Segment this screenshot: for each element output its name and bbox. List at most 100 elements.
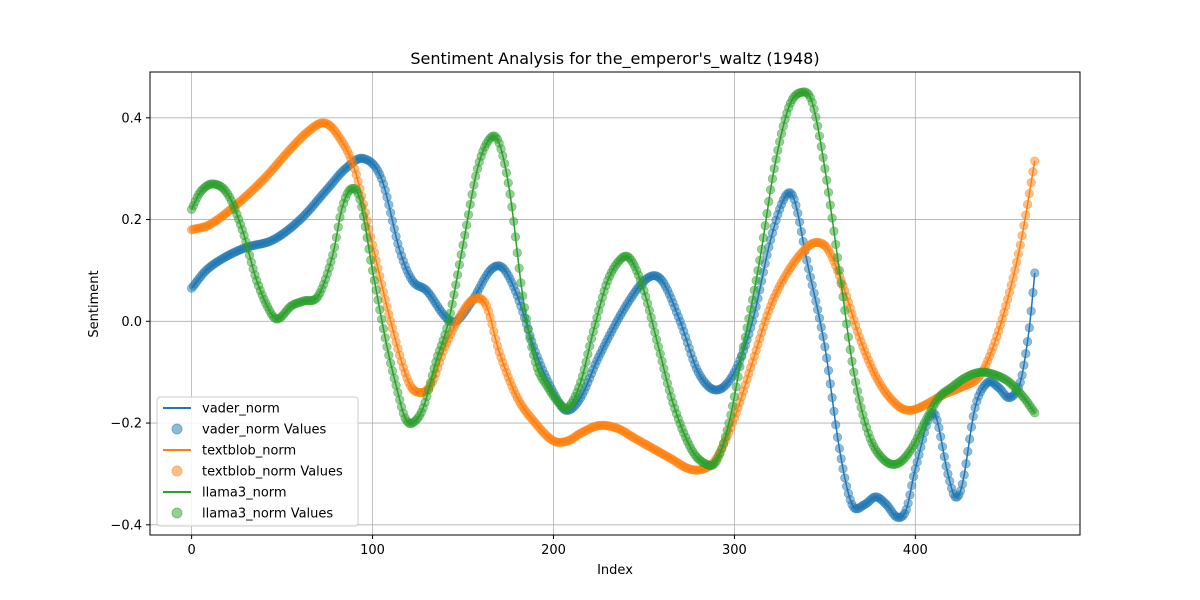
data-point xyxy=(467,189,477,200)
data-point xyxy=(829,406,839,416)
y-tick-label: 0.2 xyxy=(121,213,142,228)
legend-marker-swatch xyxy=(171,507,183,519)
data-point xyxy=(501,168,512,178)
data-point xyxy=(767,174,778,184)
data-point xyxy=(965,434,975,444)
data-point xyxy=(329,242,340,252)
data-point xyxy=(452,270,463,280)
data-point xyxy=(959,470,969,480)
data-point xyxy=(811,112,821,122)
x-tick-label: 200 xyxy=(541,543,566,558)
data-point xyxy=(465,199,475,210)
data-point xyxy=(820,342,830,352)
data-point xyxy=(1022,337,1033,347)
data-point xyxy=(377,314,387,324)
x-tick-label: 0 xyxy=(187,543,195,558)
data-point xyxy=(382,342,392,352)
data-point xyxy=(903,498,913,508)
data-point xyxy=(816,322,826,332)
data-point xyxy=(832,432,843,442)
data-point xyxy=(507,202,517,212)
data-point xyxy=(807,280,817,290)
data-point xyxy=(1010,265,1020,275)
legend-box xyxy=(156,396,359,527)
data-point xyxy=(765,185,776,195)
data-point xyxy=(746,304,756,314)
data-point xyxy=(823,365,834,376)
data-point xyxy=(849,367,859,377)
data-point xyxy=(357,202,367,212)
data-point xyxy=(936,432,946,442)
data-point xyxy=(755,255,765,265)
data-point xyxy=(510,232,521,242)
data-point xyxy=(585,341,595,351)
data-point xyxy=(957,479,967,489)
data-point xyxy=(831,239,841,250)
data-point xyxy=(463,210,474,220)
data-point xyxy=(937,442,948,452)
data-point xyxy=(454,260,465,270)
data-point xyxy=(809,104,819,114)
legend-label: textblob_norm xyxy=(202,444,296,459)
data-point xyxy=(834,265,844,276)
data-point xyxy=(829,226,839,236)
data-point xyxy=(776,129,787,139)
data-point xyxy=(380,333,390,343)
data-point xyxy=(813,304,823,315)
data-point xyxy=(366,255,376,265)
data-point xyxy=(838,292,848,302)
legend-label: vader_norm xyxy=(202,402,280,417)
data-point xyxy=(1024,323,1034,333)
data-point xyxy=(386,358,396,368)
data-point xyxy=(840,305,850,315)
data-point xyxy=(814,313,825,323)
data-point xyxy=(521,313,531,324)
series-llama3-norm xyxy=(187,87,1040,471)
x-tick-label: 400 xyxy=(903,543,928,558)
data-point xyxy=(762,208,772,219)
legend-marker-swatch xyxy=(171,423,183,435)
data-point xyxy=(451,280,461,290)
data-point xyxy=(378,324,389,334)
data-point xyxy=(847,356,857,367)
legend-label: llama3_norm Values xyxy=(202,507,333,522)
data-point xyxy=(364,244,374,254)
data-point xyxy=(805,272,816,282)
data-point xyxy=(738,342,749,352)
data-point xyxy=(733,372,743,382)
data-point xyxy=(471,171,481,181)
data-point xyxy=(963,446,973,457)
data-point xyxy=(358,211,369,221)
data-point xyxy=(934,423,944,433)
data-point xyxy=(1012,257,1022,267)
data-point xyxy=(503,178,513,188)
data-point xyxy=(458,240,468,250)
data-point xyxy=(729,392,740,402)
data-point xyxy=(941,461,951,471)
data-point xyxy=(527,342,537,352)
data-point xyxy=(525,333,535,343)
data-point xyxy=(367,265,378,276)
data-point xyxy=(1028,287,1038,298)
data-point xyxy=(814,131,825,141)
data-point xyxy=(384,200,394,210)
data-point xyxy=(820,164,830,174)
data-point xyxy=(809,288,819,298)
data-point xyxy=(1021,210,1031,220)
data-point xyxy=(961,459,971,469)
data-point xyxy=(512,248,522,258)
data-point xyxy=(1017,230,1027,241)
data-point xyxy=(822,175,832,185)
data-point xyxy=(583,349,593,359)
data-point xyxy=(796,227,806,237)
data-point xyxy=(775,137,785,147)
data-point xyxy=(771,154,781,164)
data-point xyxy=(333,222,343,232)
series-layer xyxy=(187,87,1040,523)
plot-frame xyxy=(149,71,1081,536)
data-point xyxy=(753,265,763,276)
data-point xyxy=(371,285,381,295)
data-point xyxy=(1017,370,1027,380)
y-tick-label: −0.4 xyxy=(110,518,142,533)
